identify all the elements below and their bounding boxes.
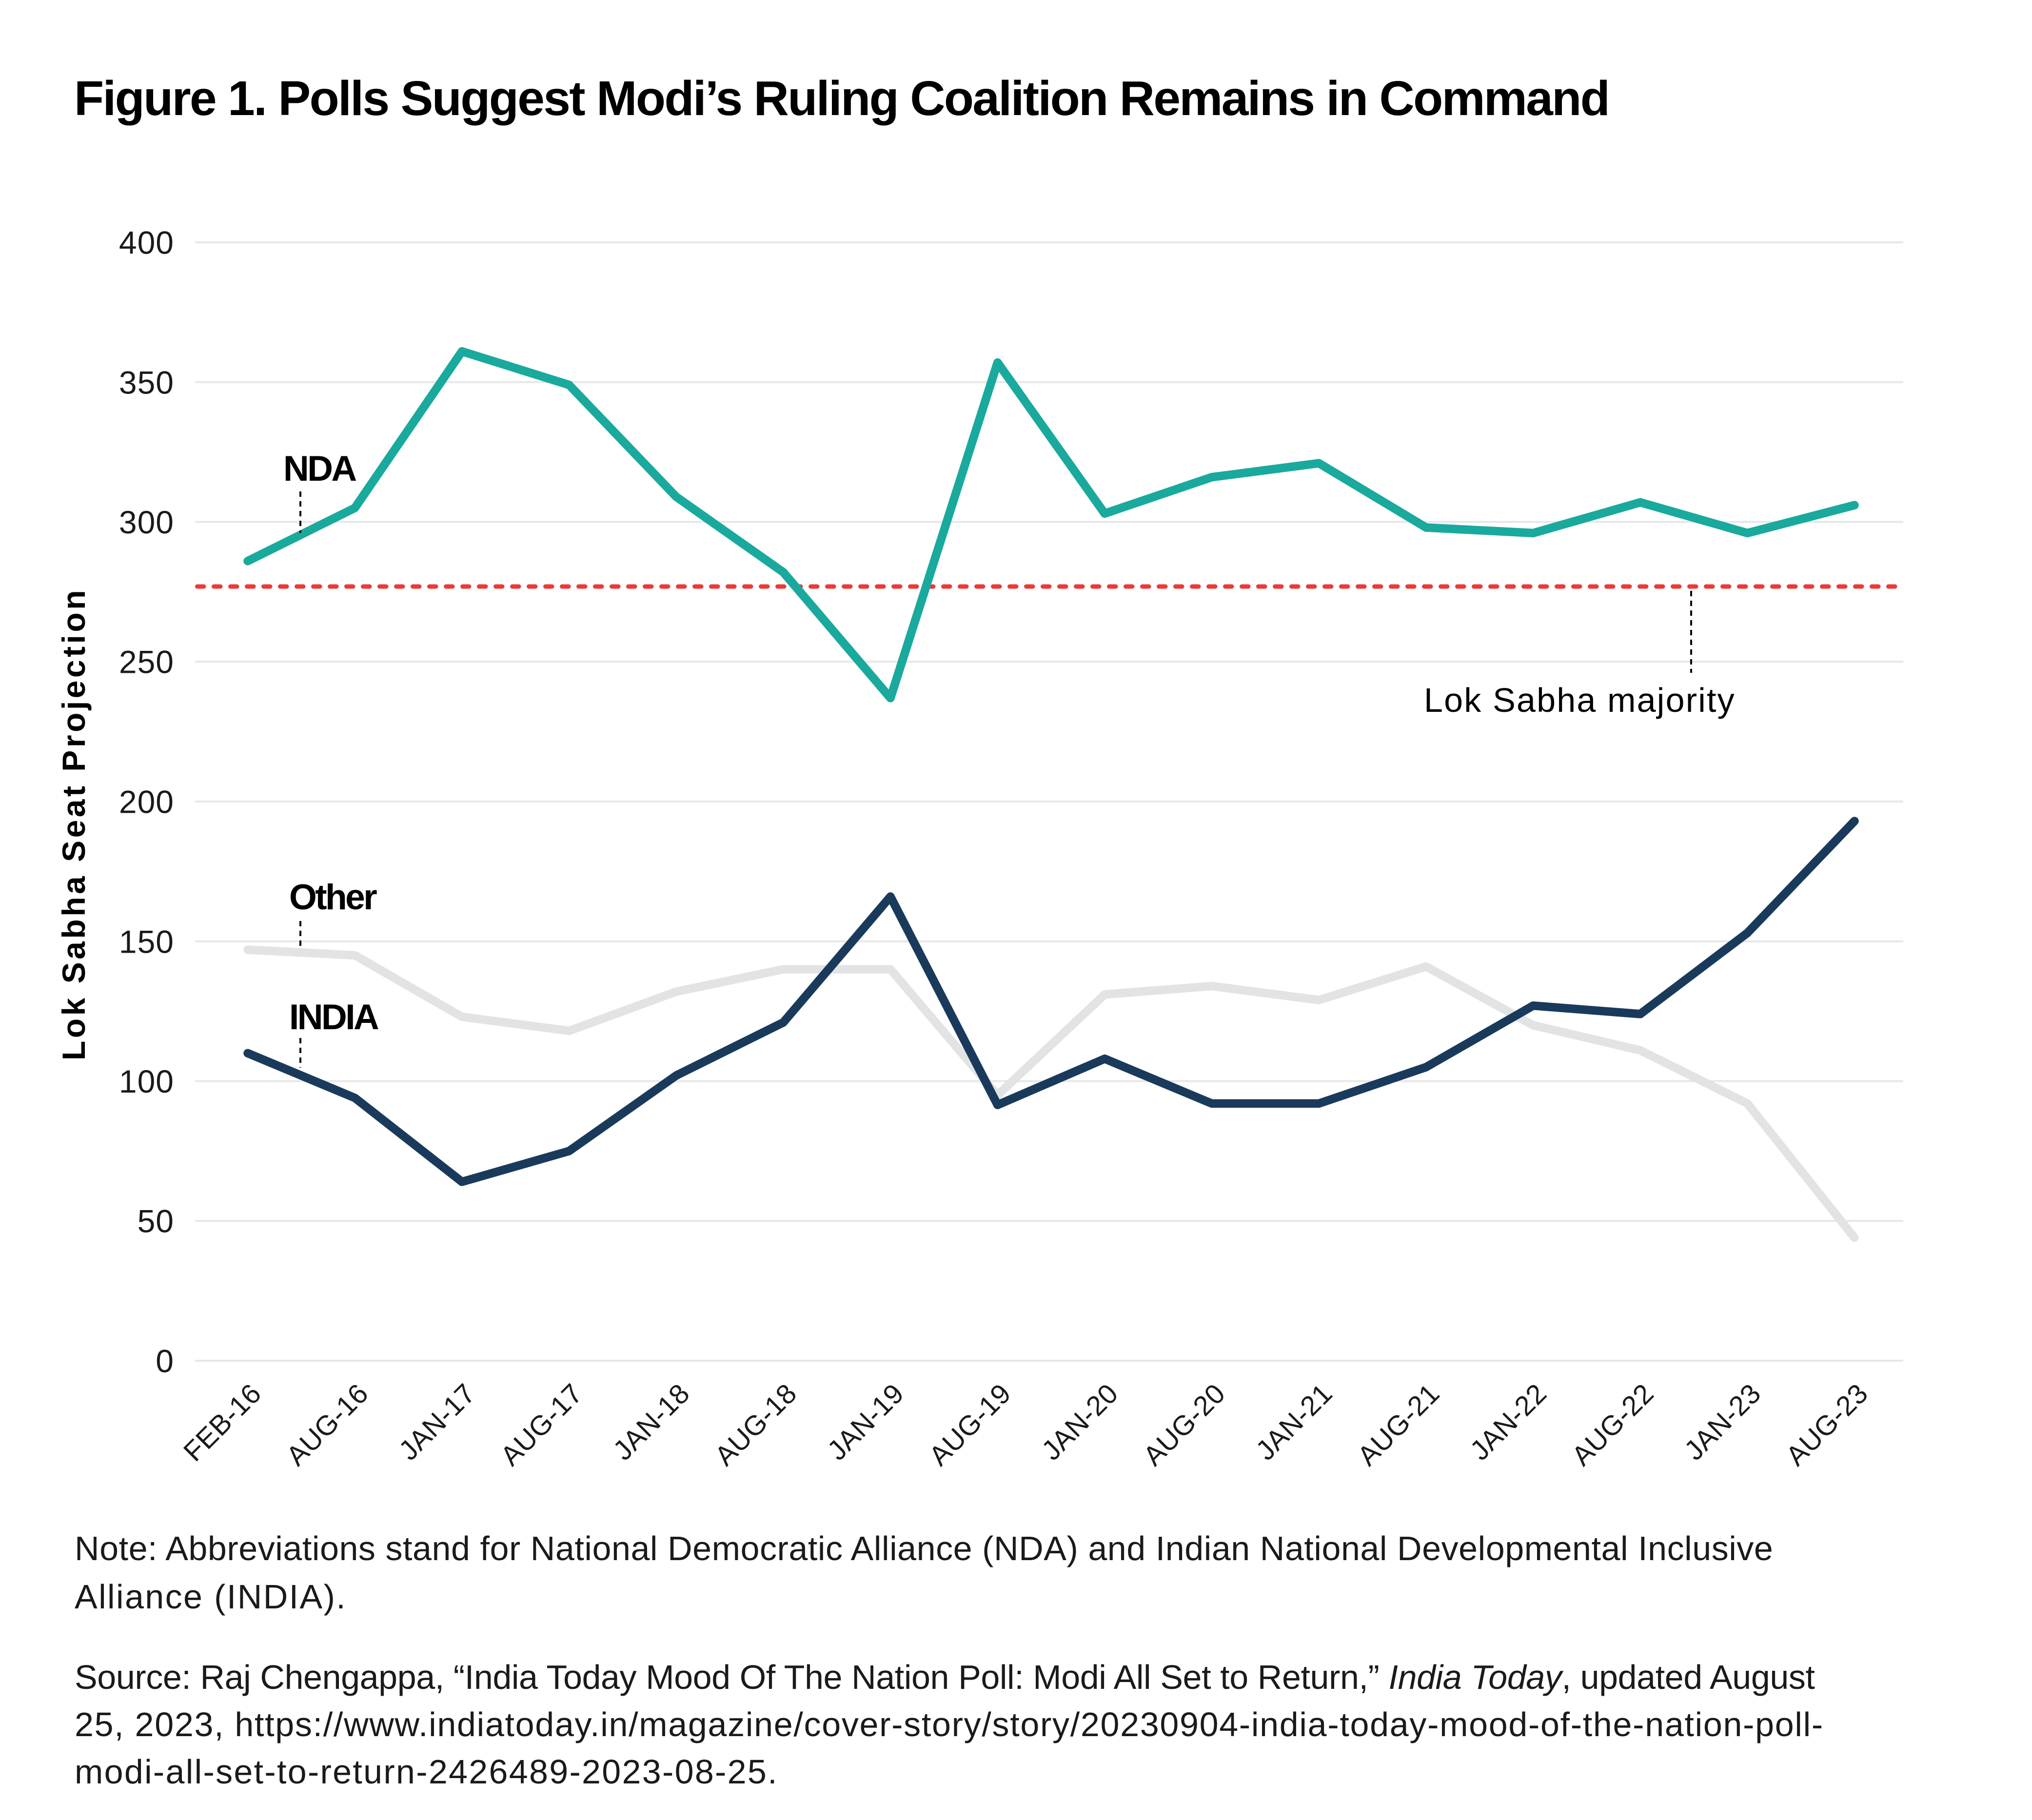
svg-text:Note: Abbreviations stand for: Note: Abbreviations stand for National D…	[75, 1529, 1773, 1567]
svg-text:200: 200	[119, 784, 174, 820]
svg-text:Lok Sabha Seat Projection: Lok Sabha Seat Projection	[56, 587, 92, 1060]
svg-text:25, 2023, https://www.indiatod: 25, 2023, https://www.indiatoday.in/maga…	[75, 1705, 1824, 1743]
svg-text:300: 300	[119, 504, 174, 540]
svg-text:0: 0	[156, 1343, 174, 1379]
svg-text:250: 250	[119, 644, 174, 680]
svg-text:350: 350	[119, 364, 174, 400]
svg-text:modi-all-set-to-return-2426489: modi-all-set-to-return-2426489-2023-08-2…	[75, 1753, 778, 1791]
svg-text:150: 150	[119, 923, 174, 959]
svg-text:50: 50	[138, 1203, 174, 1239]
svg-text:100: 100	[119, 1063, 174, 1099]
svg-text:Source: Raj Chengappa, “India: Source: Raj Chengappa, “India Today Mood…	[75, 1658, 1815, 1696]
svg-text:Other: Other	[289, 878, 377, 917]
svg-text:INDIA: INDIA	[289, 998, 378, 1037]
svg-text:NDA: NDA	[283, 449, 356, 489]
svg-text:Alliance (INDIA).: Alliance (INDIA).	[75, 1578, 347, 1616]
svg-text:Lok Sabha majority: Lok Sabha majority	[1424, 681, 1736, 719]
svg-text:400: 400	[119, 225, 174, 261]
svg-text:Figure 1. Polls Suggest Modi’s: Figure 1. Polls Suggest Modi’s Ruling Co…	[74, 71, 1609, 126]
